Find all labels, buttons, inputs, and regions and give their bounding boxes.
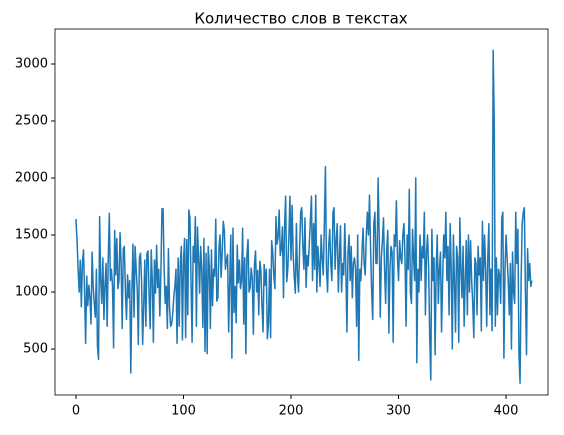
y-tick-label: 1500	[15, 228, 48, 243]
chart-title: Количество слов в текстах	[194, 10, 407, 28]
x-tick-label: 0	[72, 404, 80, 419]
x-tick-label: 300	[386, 404, 411, 419]
y-tick-label: 2500	[15, 114, 48, 129]
x-tick-label: 400	[494, 404, 519, 419]
axes-frame	[54, 28, 549, 396]
y-tick-label: 1000	[15, 285, 48, 300]
x-tick-label: 100	[171, 404, 196, 419]
y-tick-label: 2000	[15, 171, 48, 186]
line-series	[75, 49, 533, 385]
y-tick-label: 500	[23, 342, 48, 357]
x-tick-label: 200	[279, 404, 304, 419]
y-tick-label: 3000	[15, 57, 48, 72]
